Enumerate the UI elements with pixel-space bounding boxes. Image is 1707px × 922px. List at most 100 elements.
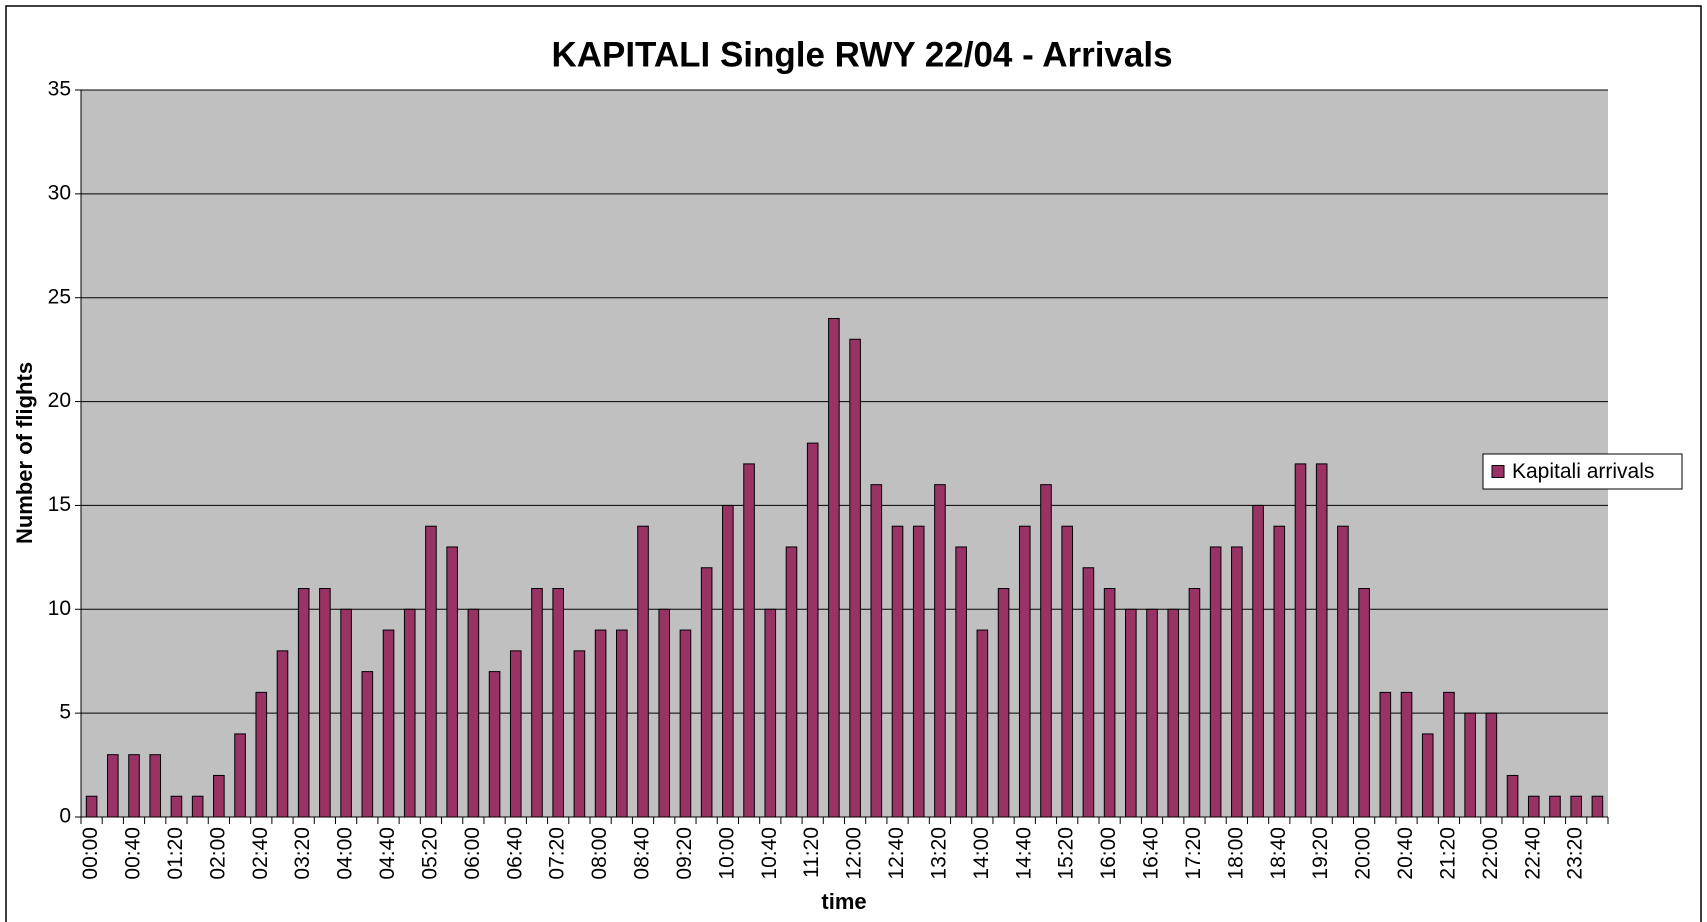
x-tick-label: 12:40 [885, 827, 908, 880]
bar [849, 338, 861, 818]
legend-label: Kapitali arrivals [1512, 460, 1654, 483]
bar [85, 795, 98, 818]
bar [1315, 463, 1328, 818]
bar [1231, 546, 1243, 818]
bar [1061, 525, 1073, 818]
bar [531, 588, 543, 818]
legend-box [1482, 453, 1683, 490]
y-tick-label: 25 [48, 285, 71, 308]
x-tick-label: 19:20 [1309, 827, 1332, 880]
x-tick-label: 11:20 [800, 827, 823, 878]
bar [128, 754, 140, 818]
y-tick-label: 35 [48, 78, 71, 101]
y-tick-label: 5 [59, 701, 71, 724]
bar [1506, 774, 1519, 818]
bar [1400, 691, 1413, 818]
x-tick-label: 15:20 [1055, 827, 1078, 880]
bar [1549, 795, 1561, 818]
bar [170, 795, 183, 818]
bar [806, 442, 819, 818]
bar [1125, 608, 1137, 818]
bar [382, 629, 395, 818]
bar [191, 795, 204, 818]
x-tick-label: 00:00 [79, 827, 102, 880]
chart-title: KAPITALI Single RWY 22/04 - Arrivals [551, 35, 1172, 74]
bar [679, 629, 692, 818]
bar [976, 629, 989, 818]
y-axis-title: Number of flights [12, 362, 37, 544]
bar [1103, 588, 1116, 818]
x-tick-label: 18:00 [1224, 827, 1247, 880]
bar [1464, 712, 1476, 818]
x-tick-label: 22:40 [1521, 827, 1544, 880]
bar [870, 484, 883, 818]
bar [573, 650, 586, 818]
bar [276, 650, 289, 818]
x-tick-label: 21:20 [1436, 827, 1459, 880]
x-tick-label: 14:40 [1012, 827, 1035, 880]
x-tick-label: 07:20 [546, 827, 569, 880]
legend-swatch [1491, 465, 1505, 478]
x-tick-label: 04:40 [376, 827, 399, 880]
bar [743, 463, 755, 818]
bar [213, 774, 225, 818]
bar [700, 567, 713, 818]
y-tick-label: 15 [48, 493, 71, 516]
bar [764, 608, 777, 818]
x-tick-label: 16:00 [1097, 827, 1120, 880]
x-tick-label: 08:00 [588, 827, 611, 880]
bar [255, 691, 268, 818]
x-tick-label: 22:00 [1479, 827, 1502, 880]
bar [1443, 691, 1455, 818]
bar [319, 588, 331, 818]
x-tick-label: 23:20 [1564, 827, 1587, 880]
bar [297, 588, 310, 818]
bar [934, 484, 946, 818]
x-tick-label: 20:00 [1352, 827, 1375, 880]
x-tick-label: 10:00 [715, 827, 738, 880]
bar [1421, 733, 1434, 818]
x-tick-label: 14:00 [970, 827, 993, 880]
x-tick-label: 02:40 [249, 827, 272, 880]
bar [552, 588, 564, 818]
bar [637, 525, 649, 818]
bar [1082, 567, 1095, 818]
bar [594, 629, 607, 818]
bar [1252, 504, 1264, 818]
bar [509, 650, 522, 818]
x-tick-label: 00:40 [122, 827, 145, 880]
bar [912, 525, 925, 818]
x-tick-label: 01:20 [164, 827, 187, 880]
bar [488, 671, 501, 818]
x-tick-label: 12:00 [843, 827, 866, 880]
bar [340, 608, 352, 818]
bar [234, 733, 246, 818]
x-tick-label: 10:40 [758, 827, 781, 880]
y-tick-label: 30 [48, 181, 71, 204]
x-tick-label: 04:00 [334, 827, 357, 880]
bar [1379, 691, 1392, 818]
x-tick-label: 17:20 [1182, 827, 1205, 880]
bar [361, 671, 374, 818]
bar [149, 754, 162, 818]
bar [1337, 525, 1349, 818]
plot-area [81, 90, 1608, 817]
bar [828, 317, 840, 818]
bar [1146, 608, 1158, 818]
bar [785, 546, 798, 818]
bar [955, 546, 967, 818]
bar [1273, 525, 1286, 818]
bar [1485, 712, 1498, 818]
bar [1040, 484, 1052, 818]
bar [1527, 795, 1540, 818]
x-axis-title: time [821, 889, 866, 914]
bar [403, 608, 416, 818]
bar [658, 608, 671, 818]
bar [1018, 525, 1031, 818]
bar [1209, 546, 1222, 818]
x-tick-label: 03:20 [291, 827, 314, 880]
x-tick-label: 08:40 [631, 827, 654, 880]
x-tick-label: 13:20 [927, 827, 950, 880]
